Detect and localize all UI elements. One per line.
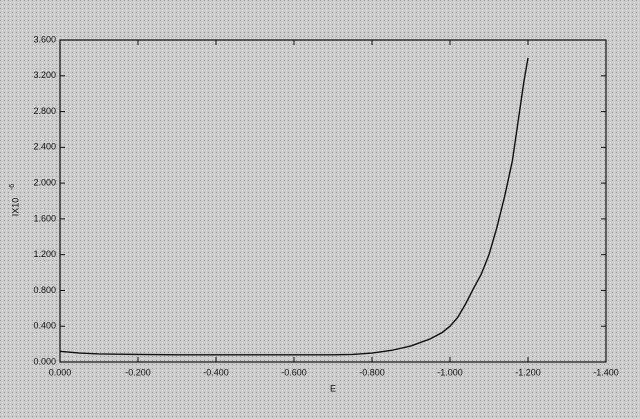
y-tick-label: 0.400 <box>33 321 56 331</box>
y-axis-label-exponent: -6 <box>9 184 16 190</box>
x-tick-label: 0.000 <box>49 367 72 377</box>
y-tick-label: 0.800 <box>33 285 56 295</box>
x-tick-label: -0.600 <box>281 367 307 377</box>
y-tick-label: 1.200 <box>33 249 56 259</box>
plot-frame <box>59 39 607 363</box>
y-tick-label: 3.200 <box>33 70 56 80</box>
x-tick-label: -0.400 <box>203 367 229 377</box>
y-tick-label: 3.600 <box>33 34 56 44</box>
y-tick-label: 2.400 <box>33 142 56 152</box>
x-axis-label: E <box>330 383 336 393</box>
y-tick-label: 2.800 <box>33 106 56 116</box>
x-tick-label: -1.400 <box>593 367 619 377</box>
y-tick-label: 0.000 <box>33 356 56 366</box>
x-tick-label: -1.200 <box>515 367 541 377</box>
y-axis-label-group: IX10 -6 <box>9 184 21 216</box>
y-tick-label: 1.600 <box>33 213 56 223</box>
data-line <box>59 57 529 356</box>
x-tick-label: -0.800 <box>359 367 385 377</box>
y-tick-label: 2.000 <box>33 177 56 187</box>
x-tick-label: -1.000 <box>437 367 463 377</box>
y-axis-label: IX10 <box>10 198 20 217</box>
x-tick-label: -0.200 <box>125 367 151 377</box>
